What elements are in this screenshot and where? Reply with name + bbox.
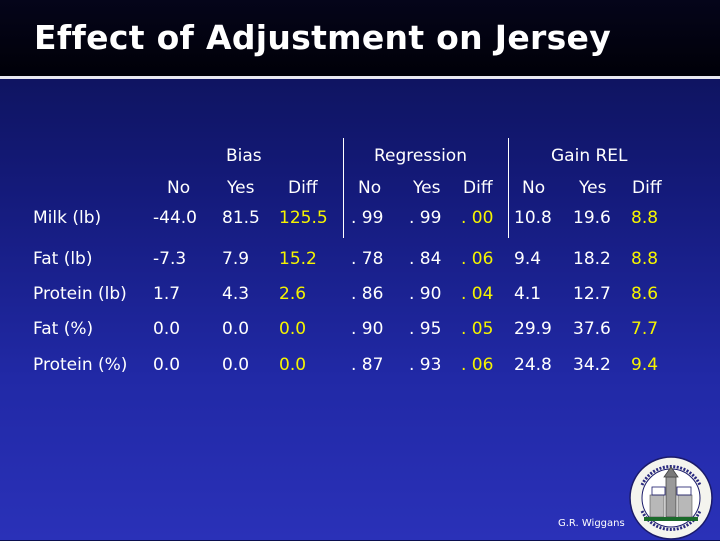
table-cell: . 99 <box>351 208 384 228</box>
title-divider <box>0 76 720 79</box>
group-header-gain-rel: Gain REL <box>551 146 628 166</box>
table-cell: 9.4 <box>514 249 542 269</box>
table-cell-diff: 7.7 <box>631 319 659 339</box>
column-divider-1 <box>343 138 344 238</box>
table-cell-diff: 0.0 <box>279 355 307 375</box>
table-cell: . 95 <box>409 319 442 339</box>
subheader-1: Yes <box>227 178 255 198</box>
table-cell: 19.6 <box>573 208 611 228</box>
title-bar <box>0 0 720 76</box>
table-cell: 1.7 <box>153 284 181 304</box>
table-cell: 29.9 <box>514 319 552 339</box>
table-cell: 0.0 <box>153 319 181 339</box>
table-cell: 34.2 <box>573 355 611 375</box>
table-cell-diff: 8.8 <box>631 208 659 228</box>
table-cell: 0.0 <box>222 355 250 375</box>
table-cell-diff: . 06 <box>461 249 494 269</box>
author-credit: G.R. Wiggans <box>558 518 625 529</box>
subheader-6: No <box>522 178 546 198</box>
group-header-bias: Bias <box>226 146 262 166</box>
table-cell: 4.1 <box>514 284 542 304</box>
table-cell-diff: . 00 <box>461 208 494 228</box>
table-cell: -44.0 <box>153 208 197 228</box>
table-cell-diff: 8.6 <box>631 284 659 304</box>
table-cell-diff: 8.8 <box>631 249 659 269</box>
group-header-regression: Regression <box>374 146 467 166</box>
table-cell: . 90 <box>409 284 442 304</box>
table-cell-diff: 125.5 <box>279 208 328 228</box>
table-cell: . 87 <box>351 355 384 375</box>
table-cell: . 78 <box>351 249 384 269</box>
table-cell-diff: . 06 <box>461 355 494 375</box>
table-cell: -7.3 <box>153 249 187 269</box>
table-cell: 12.7 <box>573 284 611 304</box>
table-cell: 7.9 <box>222 249 250 269</box>
table-cell-diff: . 04 <box>461 284 494 304</box>
table-cell: . 90 <box>351 319 384 339</box>
table-cell: 18.2 <box>573 249 611 269</box>
table-cell: 37.6 <box>573 319 611 339</box>
row-label: Protein (lb) <box>33 284 127 304</box>
table-cell: . 99 <box>409 208 442 228</box>
table-cell-diff: 0.0 <box>279 319 307 339</box>
row-label: Fat (lb) <box>33 249 93 269</box>
table-cell: 0.0 <box>222 319 250 339</box>
row-label: Protein (%) <box>33 355 128 375</box>
subheader-2: Diff <box>288 178 318 198</box>
table-cell: . 84 <box>409 249 442 269</box>
subheader-5: Diff <box>463 178 493 198</box>
subheader-3: No <box>358 178 382 198</box>
table-cell: 0.0 <box>153 355 181 375</box>
table-cell: 4.3 <box>222 284 250 304</box>
row-label: Fat (%) <box>33 319 94 339</box>
table-cell-diff: 9.4 <box>631 355 659 375</box>
row-label: Milk (lb) <box>33 208 102 228</box>
table-cell-diff: 2.6 <box>279 284 307 304</box>
slide-title: Effect of Adjustment on Jersey <box>34 18 612 57</box>
table-cell: . 86 <box>351 284 384 304</box>
institution-seal-logo <box>629 456 713 540</box>
subheader-0: No <box>167 178 191 198</box>
table-cell: 81.5 <box>222 208 260 228</box>
table-cell: 24.8 <box>514 355 552 375</box>
table-cell: 10.8 <box>514 208 552 228</box>
column-divider-2 <box>508 138 509 238</box>
subheader-8: Diff <box>632 178 662 198</box>
subheader-4: Yes <box>413 178 441 198</box>
table-cell-diff: . 05 <box>461 319 494 339</box>
table-cell-diff: 15.2 <box>279 249 317 269</box>
table-cell: . 93 <box>409 355 442 375</box>
subheader-7: Yes <box>579 178 607 198</box>
